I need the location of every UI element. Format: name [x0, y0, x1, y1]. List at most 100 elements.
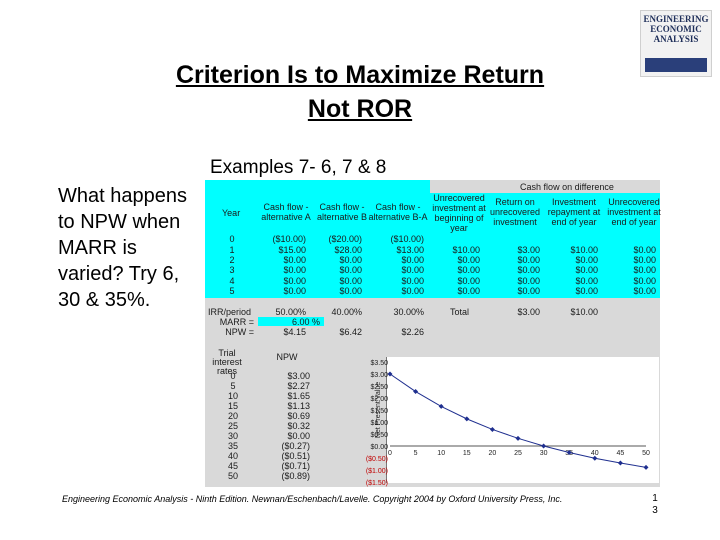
unrec-end-cell: $0.00 — [633, 265, 656, 275]
cf-ba-header: Cash flow - alternative B-A — [368, 202, 428, 222]
return-header: Return on unrecovered investment — [489, 197, 541, 227]
book-cover-title: ENGINEERING ECONOMIC ANALYSIS — [643, 14, 709, 44]
rate-cell: 5 — [230, 381, 236, 391]
repay-cell: $0.00 — [575, 265, 598, 275]
repay-cell: $10.00 — [570, 245, 598, 255]
cf-b-cell: $0.00 — [339, 265, 362, 275]
footer-citation: Engineering Economic Analysis - Ninth Ed… — [62, 494, 563, 504]
rate-cell: 10 — [227, 391, 238, 401]
y-tick-label: $3.00 — [370, 372, 388, 379]
book-cover-band — [645, 58, 707, 72]
npw-data-point — [387, 371, 393, 377]
npw-cell: $0.32 — [287, 421, 310, 431]
unrec-end-cell: $0.00 — [633, 276, 656, 286]
cf-b-cell: $0.00 — [339, 276, 362, 286]
npw-data-point — [541, 443, 547, 449]
npw-data-point — [489, 426, 495, 432]
year-cell: 1 — [229, 245, 235, 255]
rate-cell: 50 — [227, 471, 238, 481]
npw-data-point — [592, 455, 598, 461]
cash-flow-difference-header: Cash flow on difference — [520, 182, 614, 192]
cf-ba-cell: $0.00 — [401, 265, 424, 275]
x-tick-label: 40 — [591, 450, 599, 457]
irr-a: 50.00% — [275, 307, 306, 317]
cf-ba-cell: $0.00 — [401, 286, 424, 296]
cf-b-cell: ($20.00) — [328, 234, 362, 244]
repayment-header: Investment repayment at end of year — [547, 197, 601, 227]
y-tick-label: $0.00 — [370, 444, 388, 451]
unrec-end-cell: $0.00 — [633, 245, 656, 255]
rate-cell: 30 — [227, 431, 238, 441]
unrec-end-cell: $0.00 — [633, 255, 656, 265]
npw-cell: ($0.71) — [281, 461, 310, 471]
cf-a-cell: $0.00 — [283, 276, 306, 286]
x-tick-label: 50 — [642, 450, 650, 457]
return-cell: $0.00 — [517, 255, 540, 265]
slide-title: Criterion Is to Maximize Return Not ROR — [110, 58, 610, 126]
cf-a-cell: $15.00 — [278, 245, 306, 255]
y-tick-label: $1.50 — [370, 408, 388, 415]
cf-ba-cell: $13.00 — [396, 245, 424, 255]
marr-cell — [258, 317, 324, 326]
npw-a: $4.15 — [283, 327, 306, 337]
rate-cell: 25 — [227, 421, 238, 431]
x-tick-label: 0 — [388, 450, 392, 457]
npw-data-point — [617, 460, 623, 466]
cf-ba-cell: $0.00 — [401, 255, 424, 265]
sheet-cyan-right — [430, 193, 660, 298]
total-label: Total — [450, 307, 470, 317]
cf-ba-cell: $0.00 — [401, 276, 424, 286]
y-tick-label: ($0.50) — [366, 456, 388, 463]
y-tick-label: $2.00 — [370, 396, 388, 403]
unrecovered-end-header: Unrecovered investment at end of year — [607, 197, 661, 227]
year-cell: 5 — [229, 286, 235, 296]
unrec-begin-cell: $0.00 — [457, 265, 480, 275]
npw-b: $6.42 — [339, 327, 362, 337]
x-tick-label: 30 — [540, 450, 548, 457]
x-tick-label: 20 — [489, 450, 497, 457]
npw-data-point — [566, 449, 572, 455]
return-cell: $0.00 — [517, 265, 540, 275]
npw-data-point — [413, 389, 419, 395]
rates-header: Trial interest rates — [212, 348, 242, 376]
total-return: $3.00 — [517, 307, 540, 317]
npw-cell: $1.13 — [287, 401, 310, 411]
y-tick-label: $1.00 — [370, 420, 388, 427]
unrec-begin-cell: $0.00 — [457, 255, 480, 265]
y-tick-label: ($1.00) — [366, 468, 388, 475]
x-tick-label: 15 — [463, 450, 471, 457]
repay-cell: $0.00 — [575, 286, 598, 296]
cf-b-header: Cash flow - alternative B — [316, 202, 368, 222]
slide-title-line-2: Not ROR — [307, 95, 413, 123]
unrec-end-cell: $0.00 — [633, 286, 656, 296]
rate-cell: 15 — [227, 401, 238, 411]
rate-cell: 20 — [227, 411, 238, 421]
return-cell: $3.00 — [517, 245, 540, 255]
npw-data-point — [438, 403, 444, 409]
repay-cell: $0.00 — [575, 276, 598, 286]
cf-b-cell: $28.00 — [334, 245, 362, 255]
y-tick-label: $2.50 — [370, 384, 388, 391]
npw-cell: $1.65 — [287, 391, 310, 401]
marr-value[interactable]: 6.00 % — [291, 317, 320, 327]
npw-cell: $2.27 — [287, 381, 310, 391]
x-tick-label: 45 — [617, 450, 625, 457]
cf-a-cell: $0.00 — [283, 286, 306, 296]
total-repay: $10.00 — [570, 307, 598, 317]
npw-cell: $0.00 — [287, 431, 310, 441]
cf-a-cell: $0.00 — [283, 265, 306, 275]
y-tick-label: ($1.50) — [366, 480, 388, 487]
irr-label: IRR/period — [208, 307, 252, 317]
npw-label: NPW = — [225, 327, 254, 337]
y-tick-label: $3.50 — [370, 360, 388, 367]
npw-cell: $3.00 — [287, 371, 310, 381]
unrec-begin-cell: $0.00 — [457, 286, 480, 296]
page-number: 13 — [650, 493, 660, 517]
unrecovered-begin-header: Unrecovered investment at beginning of y… — [432, 193, 486, 233]
year-cell: 0 — [229, 234, 235, 244]
rate-cell: 40 — [227, 451, 238, 461]
cf-a-cell: $0.00 — [283, 255, 306, 265]
cf-a-header: Cash flow - alternative A — [261, 202, 311, 222]
unrec-begin-cell: $10.00 — [452, 245, 480, 255]
